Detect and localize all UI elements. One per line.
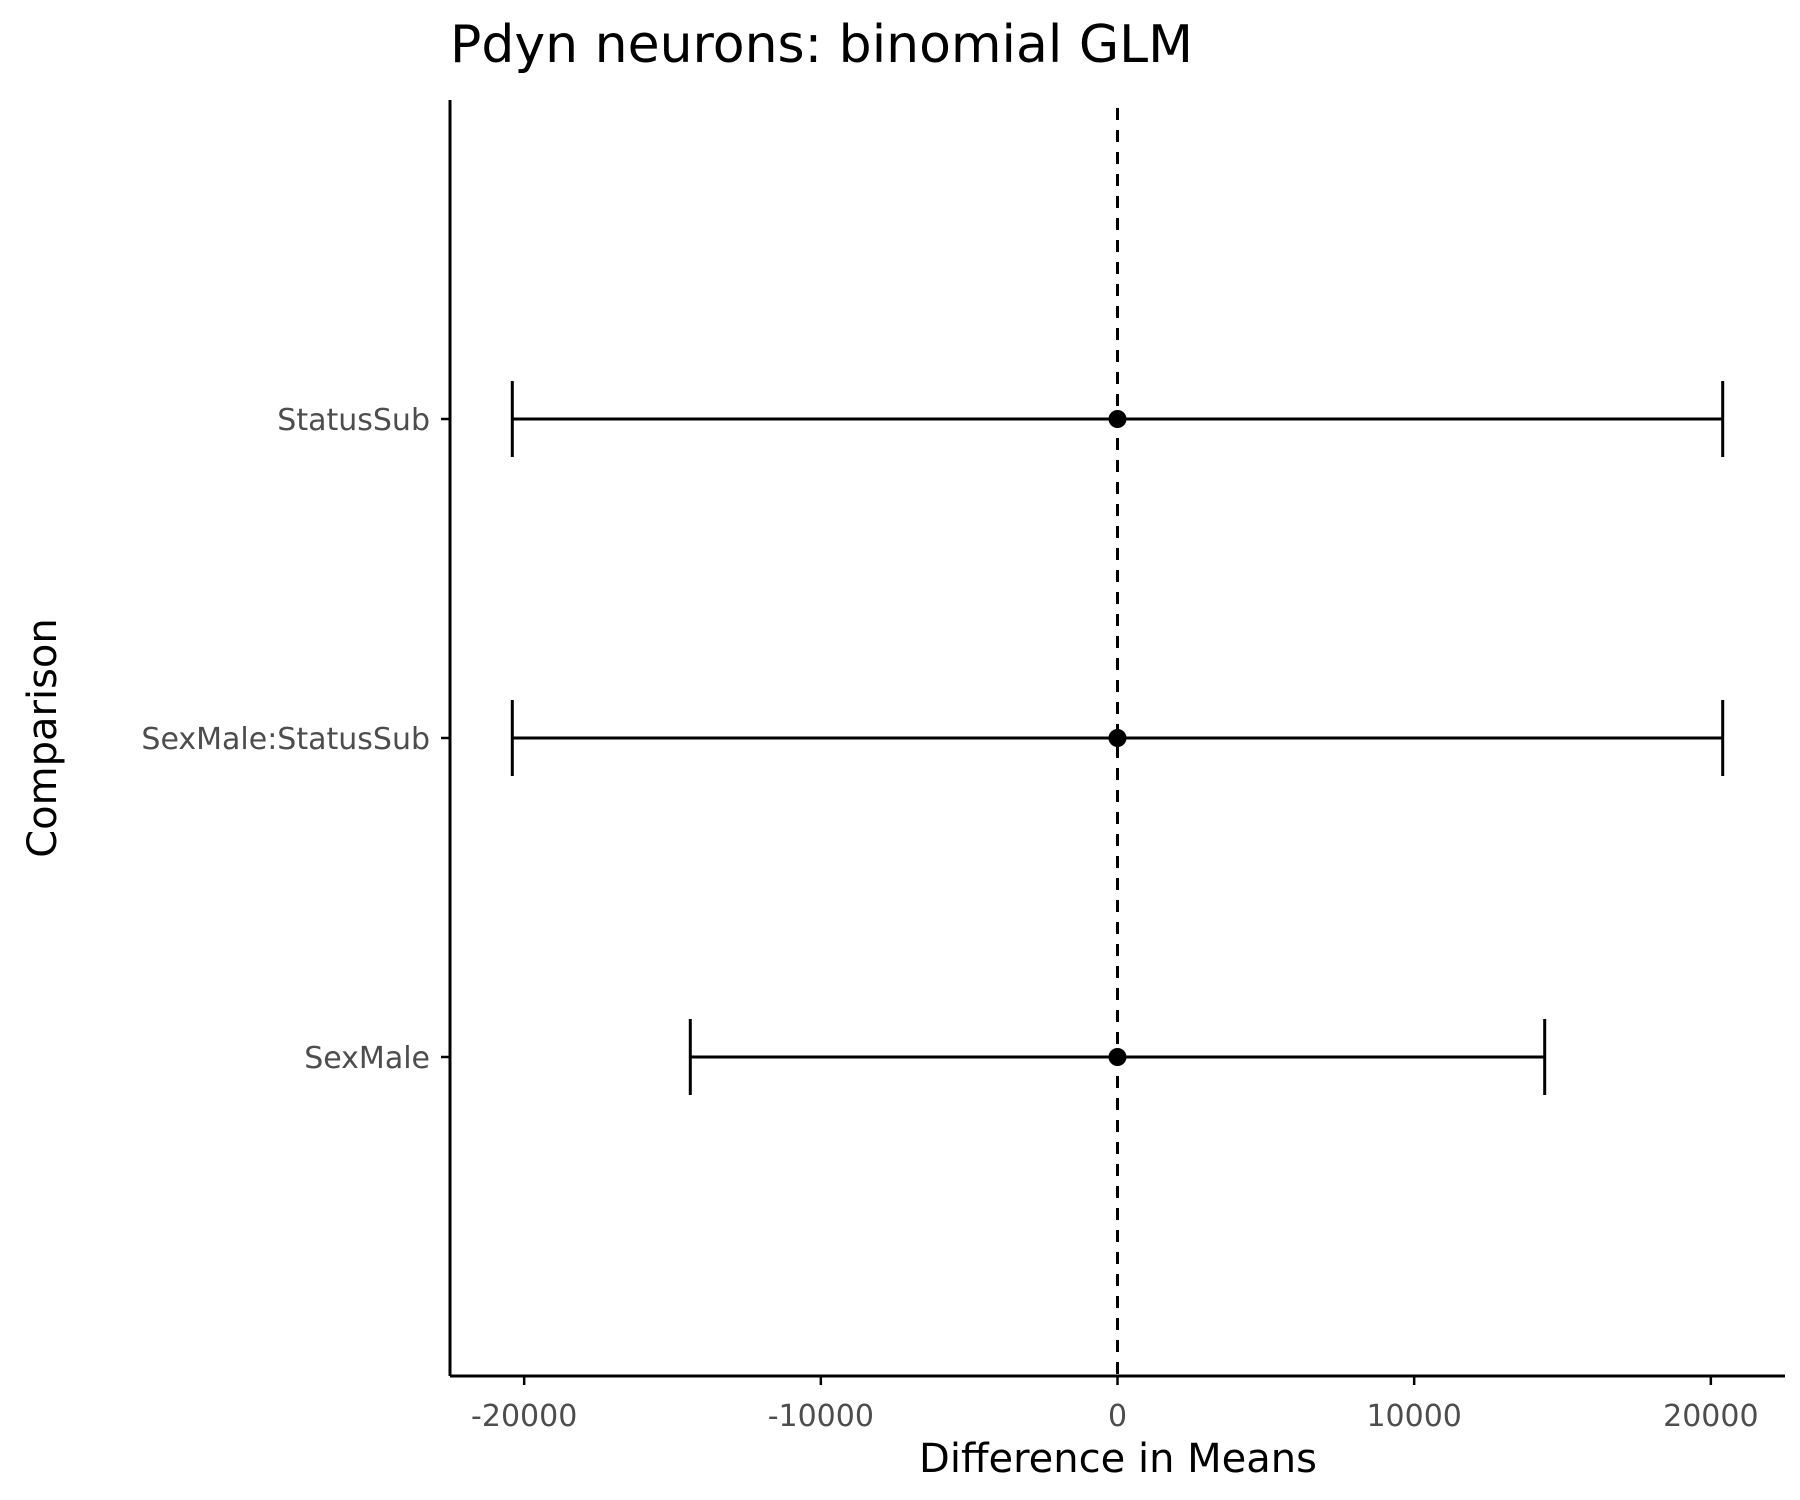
x-tick-label-1: -10000	[768, 1399, 874, 1434]
plot-area: -20000 -10000 0 10000 20000 SexMale SexMale:St…	[141, 100, 1785, 1434]
y-tick-label-2: StatusSub	[277, 403, 430, 438]
x-tick-label-4: 20000	[1663, 1399, 1758, 1434]
y-tick-label-0: SexMale	[304, 1041, 430, 1076]
y-tick-label-1: SexMale:StatusSub	[141, 722, 430, 757]
x-tick-label-2: 0	[1108, 1399, 1127, 1434]
x-axis-title: Difference in Means	[919, 1436, 1317, 1482]
chart-title: Pdyn neurons: binomial GLM	[450, 15, 1193, 75]
x-tick-label-3: 10000	[1366, 1399, 1461, 1434]
estimate-point-2	[1108, 410, 1127, 428]
x-tick-label-0: -20000	[471, 1399, 577, 1434]
estimate-point-1	[1108, 729, 1127, 747]
y-axis-title: Comparison	[20, 618, 66, 858]
estimate-point-0	[1108, 1048, 1127, 1066]
